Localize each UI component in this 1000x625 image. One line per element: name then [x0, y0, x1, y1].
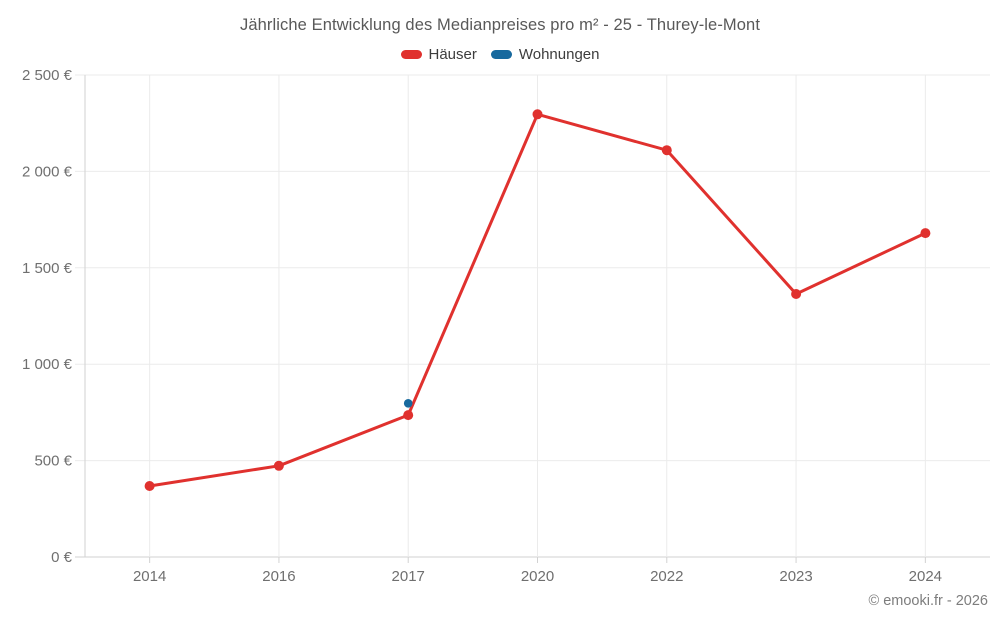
data-point-0: [920, 228, 931, 239]
legend-swatch-haeuser-icon: [400, 50, 422, 59]
y-axis-label: 0 €: [51, 549, 73, 566]
copyright: © emooki.fr - 2026: [868, 593, 988, 609]
legend: Häuser Wohnungen: [0, 46, 1000, 63]
data-point-1: [403, 399, 413, 408]
x-axis-label: 2016: [262, 568, 295, 585]
x-axis-label: 2017: [392, 568, 425, 585]
data-point-0: [273, 460, 284, 471]
data-point-0: [144, 481, 155, 491]
legend-item-wohnungen[interactable]: Wohnungen: [490, 46, 600, 63]
data-point-0: [791, 289, 802, 299]
x-axis-label: 2024: [909, 568, 942, 585]
chart-title: Jährliche Entwicklung des Medianpreises …: [239, 16, 761, 34]
legend-swatch-wohnungen-icon: [490, 50, 512, 59]
y-axis-label: 1 500 €: [22, 260, 73, 277]
x-axis-label: 2020: [521, 568, 554, 585]
legend-label-haeuser: Häuser: [428, 46, 477, 63]
data-point-0: [532, 109, 543, 120]
x-axis-label: 2023: [779, 568, 812, 585]
y-axis-label: 2 500 €: [22, 67, 73, 84]
x-axis-label: 2022: [650, 568, 683, 585]
y-axis-label: 2 000 €: [22, 163, 73, 180]
data-point-0: [403, 410, 414, 421]
data-point-0: [661, 145, 672, 156]
x-axis-label: 2014: [133, 568, 166, 585]
legend-item-haeuser[interactable]: Häuser: [400, 46, 477, 63]
legend-label-wohnungen: Wohnungen: [518, 46, 600, 63]
y-axis-label: 500 €: [34, 453, 72, 470]
y-axis-label: 1 000 €: [22, 356, 73, 373]
